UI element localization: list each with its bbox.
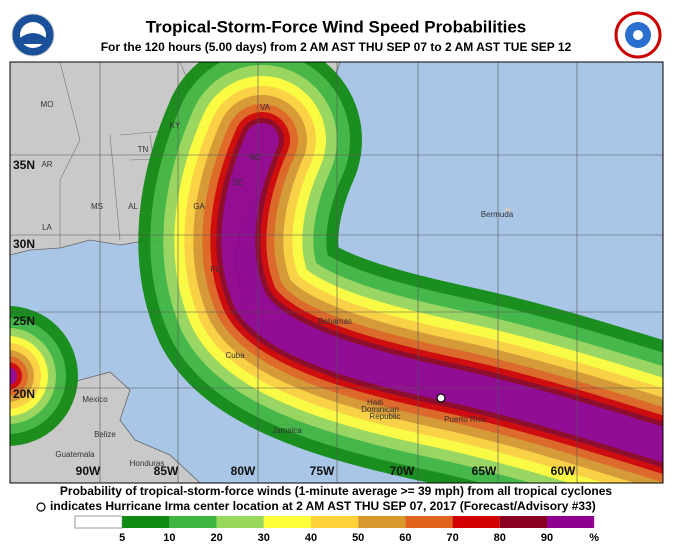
swath-band <box>10 367 17 385</box>
lat-label: 20N <box>13 387 35 401</box>
place-label: KY <box>170 121 181 130</box>
legend-label: 80 <box>494 532 506 544</box>
bermuda-island <box>505 208 511 212</box>
place-label: AL <box>128 202 138 211</box>
graticule <box>10 62 663 483</box>
legend-label: % <box>589 532 599 544</box>
lat-label: 30N <box>13 237 35 251</box>
legend-swatch <box>169 516 217 528</box>
legend-swatch <box>216 516 264 528</box>
place-label: Republic <box>369 412 400 421</box>
place-label: MO <box>41 100 54 109</box>
legend-label: 50 <box>352 532 364 544</box>
lon-label: 65W <box>472 464 497 478</box>
place-label: MS <box>91 202 103 211</box>
lon-label: 70W <box>390 464 415 478</box>
legend-swatch <box>263 516 311 528</box>
legend-swatch <box>311 516 359 528</box>
place-label: TN <box>138 145 149 154</box>
legend-swatch <box>74 515 123 529</box>
lon-label: 80W <box>231 464 256 478</box>
footer-line1: Probability of tropical-storm-force wind… <box>60 484 612 498</box>
lat-label: 35N <box>13 158 35 172</box>
place-label: Puerto Rico <box>444 415 486 424</box>
place-label: AR <box>41 160 52 169</box>
title: Tropical-Storm-Force Wind Speed Probabil… <box>146 17 527 36</box>
place-label: FL <box>210 265 220 274</box>
legend-label: 30 <box>258 532 270 544</box>
legend-label: 90 <box>541 532 553 544</box>
nws-logo <box>614 11 662 59</box>
place-label: GA <box>193 202 205 211</box>
place-label: Belize <box>94 430 116 439</box>
map-frame <box>9 61 664 484</box>
swath-band <box>221 123 663 463</box>
place-label: LA <box>42 223 52 232</box>
subtitle: For the 120 hours (5.00 days) from 2 AM … <box>101 40 572 54</box>
other-storm-swath <box>10 306 78 446</box>
legend-label: 60 <box>399 532 411 544</box>
irma-center <box>436 393 446 403</box>
place-label: Honduras <box>130 459 165 468</box>
lon-label: 90W <box>76 464 101 478</box>
place-label: Bermuda <box>481 210 514 219</box>
legend-swatch <box>547 516 595 528</box>
legend-swatch <box>405 516 453 528</box>
place-label: SC <box>232 178 243 187</box>
probability-swath <box>138 62 663 483</box>
legend-swatch <box>499 516 547 528</box>
lon-label: 75W <box>310 464 335 478</box>
place-label: Jamaica <box>272 426 302 435</box>
place-label: Guatemala <box>55 450 95 459</box>
place-label: Dominican <box>361 405 399 414</box>
legend-label: 70 <box>446 532 458 544</box>
lat-label: 25N <box>13 314 35 328</box>
place-label: NC <box>249 153 261 162</box>
lon-label: 85W <box>154 464 179 478</box>
place-label: Cuba <box>225 351 245 360</box>
place-label: Mexico <box>82 395 108 404</box>
legend-swatch <box>122 516 170 528</box>
legend: 5 10 20 30 40 50 60 70 80 90% <box>74 515 599 544</box>
lon-label: 60W <box>551 464 576 478</box>
legend-label: 20 <box>210 532 222 544</box>
center-symbol <box>36 502 46 512</box>
noaa-logo <box>11 13 55 57</box>
legend-swatch <box>452 516 500 528</box>
legend-label: 10 <box>163 532 175 544</box>
map: MO KY VA TN NC AR SC MS AL GA LA FL Bermuda Bahamas Cu… <box>10 62 663 483</box>
place-label: Haiti <box>367 398 383 407</box>
legend-label: 40 <box>305 532 317 544</box>
place-label: Bahamas <box>318 317 352 326</box>
footer-line2: indicates Hurricane Irma center location… <box>50 499 596 513</box>
legend-swatch <box>358 516 406 528</box>
place-label: VA <box>260 103 271 112</box>
legend-label: 5 <box>119 532 125 544</box>
